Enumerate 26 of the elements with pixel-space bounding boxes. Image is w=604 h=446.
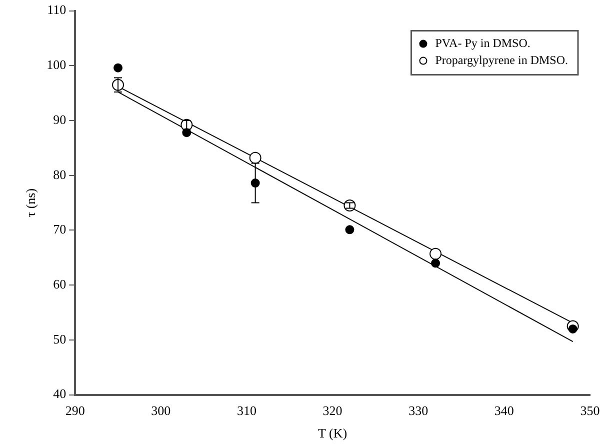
y-tick-label: 70 <box>53 222 66 237</box>
point <box>568 324 578 334</box>
legend-label: Propargylpyrene in DMSO. <box>435 52 568 67</box>
x-tick-label: 330 <box>408 403 428 418</box>
x-tick-label: 350 <box>580 403 600 418</box>
legend-label: PVA- Py in DMSO. <box>435 36 530 50</box>
x-tick-label: 310 <box>236 403 256 418</box>
y-tick-label: 110 <box>47 2 66 18</box>
point <box>249 152 262 164</box>
point <box>345 225 354 234</box>
y-tick-label: 60 <box>53 276 66 292</box>
point <box>431 258 440 268</box>
x-tick-label: 320 <box>322 403 342 418</box>
x-tick-label: 290 <box>65 403 85 418</box>
x-axis-title: T (K) <box>318 426 348 441</box>
y-tick-label: 100 <box>46 57 66 72</box>
point <box>430 248 442 260</box>
point <box>344 200 356 212</box>
x-tick-label: 340 <box>494 403 514 418</box>
y-tick-label: 80 <box>53 166 66 182</box>
x-tick-label: 300 <box>151 403 171 418</box>
y-axis-title: τ (ns) <box>23 188 38 218</box>
y-tick-label: 40 <box>53 386 66 402</box>
point <box>114 63 123 72</box>
y-tick-label: 50 <box>53 331 66 346</box>
y-tick-label: 90 <box>53 112 66 127</box>
